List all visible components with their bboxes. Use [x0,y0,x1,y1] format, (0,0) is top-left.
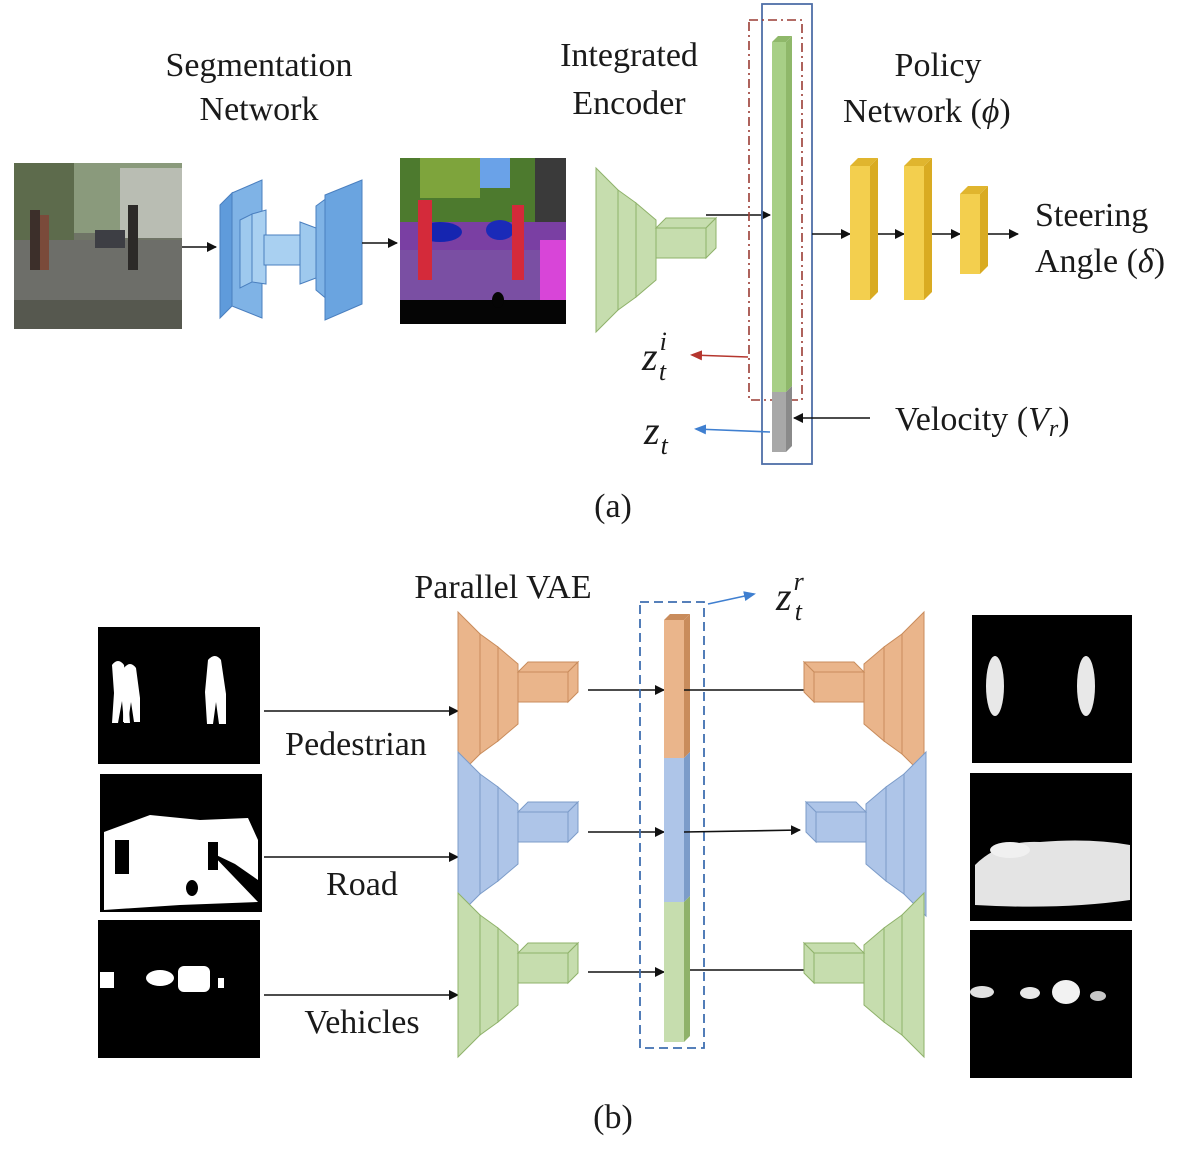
policy-label-line1: Policy [895,47,982,84]
segmentation-network-block [219,179,363,321]
integrated-encoder-block [595,167,717,333]
pedestrian-decoder [803,611,925,777]
road-reconstruction [970,773,1132,921]
velocity-label: Velocity (Vr) [895,401,1070,442]
zt-label: zt [643,408,669,460]
arrow-zt-output [694,424,771,435]
policy-network-block [850,158,1019,300]
steering-label-line1: Steering [1035,197,1148,234]
stream-label-vehicles: Vehicles [304,1004,419,1041]
parallel-latent-dashed-box [639,601,705,1049]
zi-label: zi t [641,327,667,386]
latent-vector [772,36,792,452]
street-scene-image [14,163,182,329]
encoder-label-line2: Encoder [572,85,686,122]
vehicles-encoder [457,892,579,1058]
encoder-label-line1: Integrated [560,37,698,74]
vehicles-decoder [803,892,925,1058]
parallel-vae-title: Parallel VAE [414,569,591,606]
caption-a: (a) [594,488,632,525]
road-mask-input [100,774,262,912]
zr-label: zr t [775,567,805,626]
steering-label-line2: Angle (δ) [1035,243,1165,280]
pedestrian-mask-input [98,627,260,764]
pedestrian-encoder [457,611,579,777]
vehicles-mask-input [98,920,260,1058]
stream-label-road: Road [326,866,398,903]
arrow-latent-to-road-dec [683,825,801,836]
caption-b: (b) [593,1099,633,1136]
stream-label-pedestrian: Pedestrian [285,726,427,763]
parallel-latent-vector [664,614,690,1042]
segmentation-label-line2: Network [200,91,319,128]
arrow-zi-output [690,350,749,361]
vehicles-reconstruction [970,930,1132,1078]
road-decoder [805,751,927,917]
policy-label-line2: Network (ϕ) [843,93,1011,130]
segmentation-mask-image [400,158,566,324]
arrow-zr [707,591,756,605]
road-encoder [457,751,579,917]
segmentation-label-line1: Segmentation [166,47,353,84]
pedestrian-reconstruction [972,615,1132,763]
